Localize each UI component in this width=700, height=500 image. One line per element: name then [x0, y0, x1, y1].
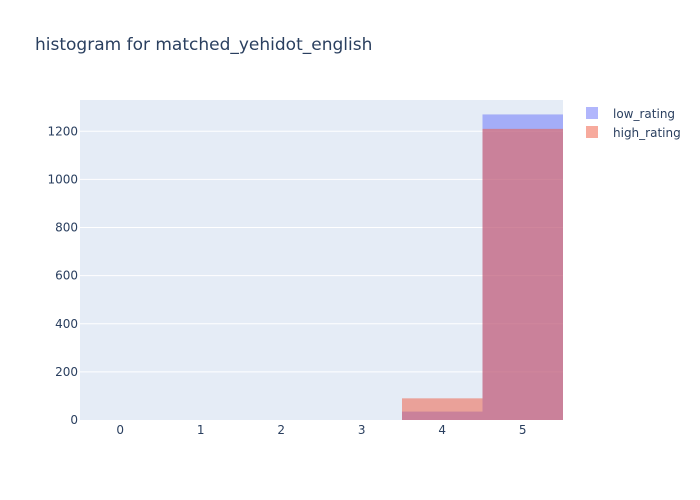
legend-swatch	[586, 126, 598, 138]
x-axis: 0 1 2 3 4 5	[116, 423, 526, 437]
legend-label: high_rating	[613, 126, 681, 140]
x-tick-label: 2	[277, 423, 285, 437]
y-tick-label: 400	[55, 317, 78, 331]
y-tick-label: 0	[70, 413, 78, 427]
bar-high_rating-4[interactable]	[402, 398, 483, 420]
y-tick-label: 800	[55, 221, 78, 235]
chart-title: histogram for matched_yehidot_english	[35, 35, 372, 55]
legend-swatch	[586, 107, 598, 119]
legend-item-high_rating[interactable]: high_rating	[586, 126, 681, 140]
legend[interactable]: low_rating high_rating	[586, 107, 681, 140]
y-tick-label: 200	[55, 365, 78, 379]
x-tick-label: 4	[438, 423, 446, 437]
legend-label: low_rating	[613, 107, 675, 121]
y-tick-label: 600	[55, 269, 78, 283]
x-tick-label: 3	[358, 423, 366, 437]
legend-item-low_rating[interactable]: low_rating	[586, 107, 675, 121]
bar-high_rating-5[interactable]	[482, 128, 564, 420]
y-tick-label: 1200	[47, 124, 78, 138]
bars	[402, 114, 563, 420]
x-tick-label: 1	[197, 423, 205, 437]
x-tick-label: 5	[519, 423, 527, 437]
x-tick-label: 0	[116, 423, 124, 437]
y-tick-label: 1000	[47, 172, 78, 186]
y-axis: 0 200 400 600 800 1000 1200	[47, 124, 78, 427]
